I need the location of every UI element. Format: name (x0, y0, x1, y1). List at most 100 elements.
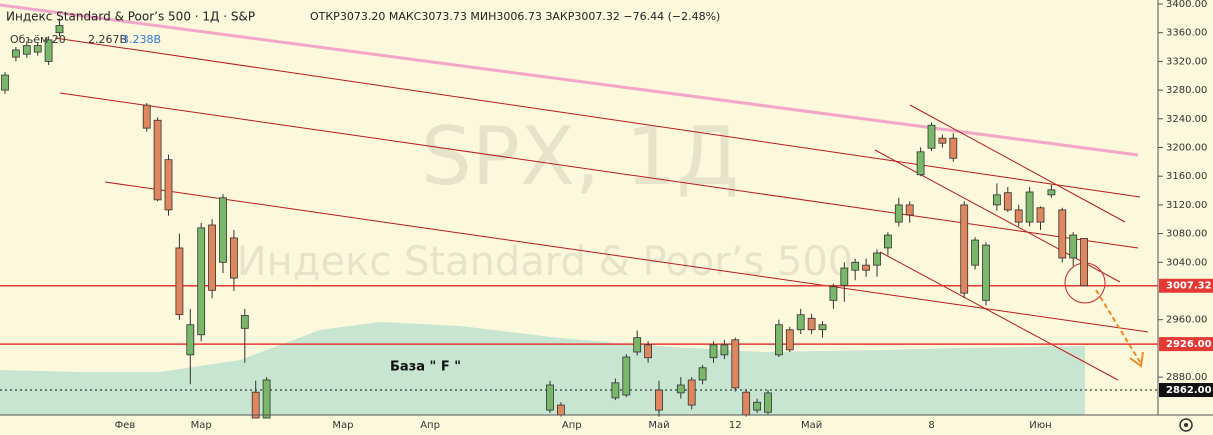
y-tick-label: 3320.00 (1166, 56, 1207, 67)
candle-body (219, 197, 227, 263)
volume-area (0, 322, 1085, 415)
candle-body (546, 384, 554, 411)
price-label-box (1159, 383, 1213, 398)
candle-body (927, 124, 936, 149)
x-axis: Фев Мар Мар Апр Апр Май 12 Май 8 Июн (115, 420, 1052, 431)
y-tick-label: 3120.00 (1166, 200, 1207, 211)
candle-body (186, 324, 195, 356)
candle-body (633, 337, 642, 353)
label: ОТКР (310, 10, 340, 23)
y-tick-label: 3200.00 (1166, 143, 1207, 154)
candle-body (840, 267, 849, 286)
x-tick-label: Мар (191, 420, 212, 431)
candle-body (1003, 192, 1012, 211)
candle-body (557, 404, 565, 416)
x-tick-label: Фев (115, 420, 136, 431)
candle-body (1014, 209, 1023, 223)
y-tick-label: 3040.00 (1166, 257, 1207, 268)
label: МАКС (389, 10, 422, 23)
candle-body (11, 49, 20, 58)
candle-body (807, 317, 816, 331)
gear-center[interactable] (1184, 423, 1188, 427)
candle-body (709, 344, 718, 359)
candle-body (153, 119, 162, 201)
price-label: 2926.00 (1166, 339, 1212, 350)
candle-body (949, 137, 958, 159)
candle-body (22, 45, 31, 55)
x-tick-label: Май (801, 420, 822, 431)
trendline (874, 149, 1121, 283)
candle-body (655, 389, 663, 411)
candle-body (862, 264, 870, 271)
value: 3073.20 (340, 10, 386, 23)
candle-body (164, 159, 173, 211)
y-tick-label: 3240.00 (1166, 114, 1207, 125)
candle-body (1, 74, 9, 91)
x-tick-label: 12 (729, 420, 742, 431)
candle-body (785, 329, 794, 351)
candle-body (829, 286, 838, 301)
x-tick-label: Апр (562, 420, 582, 431)
candle-body (1080, 238, 1088, 287)
candle-body (764, 392, 772, 413)
y-tick-label: 2880.00 (1166, 372, 1207, 383)
chart-title: Индекс Standard & Poor’s 500 · 1Д · S&P (6, 10, 255, 24)
candle-body (775, 324, 783, 356)
candle-body (1058, 209, 1067, 259)
candle-body (796, 314, 805, 331)
y-tick-label: 3400.00 (1166, 0, 1207, 10)
candle-body (251, 391, 260, 419)
x-tick-label: Апр (420, 420, 440, 431)
value: 3007.32 (574, 10, 620, 23)
candle-body (753, 401, 761, 411)
candle-body (197, 227, 206, 336)
candle-body (240, 314, 249, 329)
candle-body (960, 204, 969, 294)
price-label: 3007.32 (1166, 281, 1212, 292)
candle-body (742, 391, 751, 416)
volume-ma: 3.238B (122, 33, 161, 46)
x-tick-label: 8 (928, 420, 934, 431)
price-label: 2862.00 (1166, 385, 1212, 396)
x-tick-label: Мар (332, 420, 353, 431)
settings-icon[interactable] (1179, 418, 1193, 432)
volume-value: 2.267B (88, 33, 127, 46)
candle-body (644, 344, 652, 359)
y-axis: 3400.00 3360.00 3320.00 3280.00 3240.00 3200.… (1158, 0, 1213, 398)
candle-body (873, 252, 881, 266)
candle-body (851, 261, 860, 271)
candle-body (818, 324, 827, 331)
candle-body (687, 379, 696, 406)
candle-body (1047, 189, 1056, 196)
candle-body (55, 25, 64, 34)
value: 3073.73 (421, 10, 467, 23)
candles (1, 18, 1088, 419)
y-tick-label: 3280.00 (1166, 85, 1207, 96)
y-tick-label: 3360.00 (1166, 28, 1207, 39)
candle-body (33, 45, 42, 53)
candle-body (1036, 207, 1045, 223)
candle-body (229, 237, 238, 279)
trendline (104, 181, 1149, 333)
value: 3006.73 (496, 10, 542, 23)
x-tick-label: Май (648, 420, 669, 431)
watermark-symbol: SPX, 1Д (421, 110, 739, 203)
gear[interactable] (1179, 418, 1193, 432)
trendline (54, 37, 1141, 198)
y-tick-label: 2960.00 (1166, 315, 1207, 326)
candle-body (611, 382, 620, 399)
annotation: База " F " (390, 360, 461, 375)
price-label-box (1159, 337, 1213, 352)
y-tick-label: 3080.00 (1166, 229, 1207, 240)
trendlines (0, 3, 1149, 381)
trendline (59, 92, 1139, 249)
candle-body (971, 239, 979, 266)
candle-body (1069, 234, 1078, 259)
candle-body (894, 204, 903, 223)
candle-body (175, 247, 184, 316)
candle-body (262, 379, 271, 419)
trendline (0, 3, 1139, 157)
label: ЗАКР (545, 10, 574, 23)
candle-body (731, 339, 740, 389)
